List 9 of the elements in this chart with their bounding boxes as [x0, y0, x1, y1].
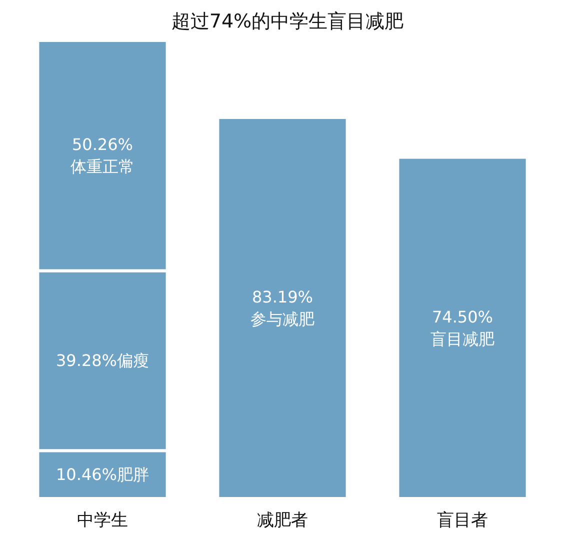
- x-tick-label: 减肥者: [257, 510, 308, 530]
- data-label: 83.19% 参与减肥: [250, 288, 314, 328]
- data-label: 39.28%偏瘦: [56, 351, 150, 370]
- x-tick-label: 盲目者: [437, 510, 488, 530]
- data-label: 50.26% 体重正常: [70, 135, 134, 176]
- data-label: 74.50% 盲目减肥: [430, 307, 494, 348]
- x-tick-label: 中学生: [77, 510, 128, 530]
- data-label: 10.46%肥胖: [56, 465, 150, 484]
- chart-title: 超过74%的中学生盲目减肥: [171, 10, 404, 32]
